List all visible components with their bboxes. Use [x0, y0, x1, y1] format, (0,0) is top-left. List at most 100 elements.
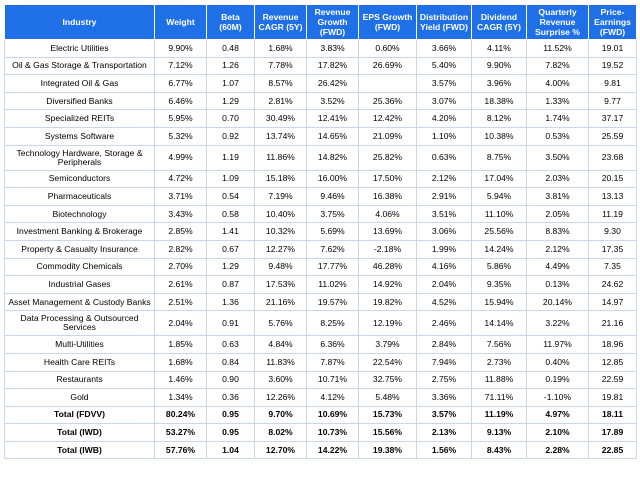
cell-dividend-cagr: 9.90%	[471, 56, 527, 76]
cell-distribution-yield: 1.56%	[416, 440, 472, 460]
cell-beta: 1.09	[206, 169, 255, 189]
cell-industry: Industrial Gases	[4, 275, 155, 294]
cell-revenue-cagr: 11.83%	[254, 352, 307, 372]
cell-revenue-cagr: 12.26%	[254, 388, 307, 407]
cell-price-earnings: 9.30	[588, 222, 637, 241]
cell-dividend-cagr: 11.10%	[471, 204, 527, 224]
cell-dividend-cagr: 2.73%	[471, 352, 527, 372]
cell-dividend-cagr: 18.38%	[471, 91, 527, 111]
cell-weight: 57.76%	[154, 440, 207, 460]
cell-revenue-cagr: 12.27%	[254, 239, 307, 259]
cell-revenue-growth: 14.82%	[306, 144, 359, 171]
cell-weight: 6.77%	[154, 74, 207, 93]
cell-distribution-yield: 3.57%	[416, 74, 472, 93]
cell-weight: 2.04%	[154, 310, 207, 337]
table-row: Multi-Utilities 1.85% 0.63 4.84% 6.36% 3.79% 2…	[4, 335, 637, 354]
table-row: Commodity Chemicals 2.70% 1.29 9.48% 17.77% 4…	[4, 257, 637, 277]
cell-price-earnings: 17.89	[588, 423, 637, 442]
cell-eps-growth: 12.42%	[358, 109, 417, 128]
cell-distribution-yield: 1.99%	[416, 239, 472, 259]
cell-revenue-surprise: 4.00%	[526, 74, 589, 93]
header-row: Industry Weight Beta (60M) Revenue CAGR …	[4, 4, 637, 40]
header-distribution-yield: Distribution Yield (FWD)	[416, 4, 472, 40]
cell-revenue-cagr: 8.57%	[254, 74, 307, 93]
cell-industry: Diversified Banks	[4, 91, 155, 111]
cell-weight: 5.32%	[154, 126, 207, 146]
cell-beta: 1.36	[206, 292, 255, 312]
cell-distribution-yield: 2.04%	[416, 275, 472, 294]
cell-revenue-cagr: 11.86%	[254, 144, 307, 171]
table-row: Oil & Gas Storage & Transportation 7.12% 1…	[4, 56, 637, 76]
cell-eps-growth: 21.09%	[358, 126, 417, 146]
cell-price-earnings: 19.01	[588, 39, 637, 58]
cell-revenue-growth: 11.02%	[306, 275, 359, 294]
cell-dividend-cagr: 17.04%	[471, 169, 527, 189]
cell-dividend-cagr: 71.11%	[471, 388, 527, 407]
cell-revenue-cagr: 10.40%	[254, 204, 307, 224]
header-revenue-growth: Revenue Growth (FWD)	[306, 4, 359, 40]
header-weight: Weight	[154, 4, 207, 40]
table-row: Gold 1.34% 0.36 12.26% 4.12% 5.48% 3.36% 71.11%…	[4, 388, 637, 407]
total-row: Total (IWD) 53.27% 0.95 8.02% 10.73% 15.56% 2.…	[4, 423, 637, 442]
table-row: Electric Utilities 9.90% 0.48 1.68% 3.83% 0.6…	[4, 39, 637, 58]
cell-revenue-growth: 26.42%	[306, 74, 359, 93]
cell-revenue-growth: 7.87%	[306, 352, 359, 372]
cell-weight: 3.71%	[154, 187, 207, 206]
industry-table-container: Industry Weight Beta (60M) Revenue CAGR …	[4, 4, 637, 460]
cell-distribution-yield: 3.66%	[416, 39, 472, 58]
cell-revenue-cagr: 7.78%	[254, 56, 307, 76]
cell-revenue-surprise: 2.10%	[526, 423, 589, 442]
cell-eps-growth: 13.69%	[358, 222, 417, 241]
cell-weight: 5.95%	[154, 109, 207, 128]
cell-dividend-cagr: 4.11%	[471, 39, 527, 58]
header-revenue-cagr: Revenue CAGR (5Y)	[254, 4, 307, 40]
header-beta: Beta (60M)	[206, 4, 255, 40]
cell-beta: 0.48	[206, 39, 255, 58]
cell-industry: Total (IWD)	[4, 423, 155, 442]
cell-revenue-cagr: 7.19%	[254, 187, 307, 206]
cell-eps-growth: 4.06%	[358, 204, 417, 224]
cell-eps-growth: 3.79%	[358, 335, 417, 354]
cell-revenue-cagr: 5.76%	[254, 310, 307, 337]
table-row: Technology Hardware, Storage & Periphera…	[4, 144, 637, 171]
cell-distribution-yield: 4.16%	[416, 257, 472, 277]
cell-price-earnings: 18.96	[588, 335, 637, 354]
cell-industry: Health Care REITs	[4, 352, 155, 372]
cell-industry: Investment Banking & Brokerage	[4, 222, 155, 241]
table-row: Investment Banking & Brokerage 2.85% 1.41 1…	[4, 222, 637, 241]
cell-price-earnings: 25.59	[588, 126, 637, 146]
cell-revenue-growth: 3.75%	[306, 204, 359, 224]
cell-beta: 0.87	[206, 275, 255, 294]
cell-industry: Gold	[4, 388, 155, 407]
cell-eps-growth: 46.28%	[358, 257, 417, 277]
cell-price-earnings: 23.68	[588, 144, 637, 171]
cell-distribution-yield: 3.51%	[416, 204, 472, 224]
cell-beta: 1.26	[206, 56, 255, 76]
cell-dividend-cagr: 8.12%	[471, 109, 527, 128]
cell-price-earnings: 9.77	[588, 91, 637, 111]
cell-weight: 2.51%	[154, 292, 207, 312]
cell-eps-growth: 19.82%	[358, 292, 417, 312]
cell-distribution-yield: 2.91%	[416, 187, 472, 206]
cell-eps-growth: 17.50%	[358, 169, 417, 189]
cell-revenue-surprise: 4.97%	[526, 405, 589, 425]
cell-beta: 0.63	[206, 335, 255, 354]
cell-revenue-cagr: 1.68%	[254, 39, 307, 58]
cell-eps-growth: 25.82%	[358, 144, 417, 171]
cell-dividend-cagr: 11.88%	[471, 370, 527, 390]
cell-revenue-surprise: 2.03%	[526, 169, 589, 189]
cell-revenue-surprise: 1.74%	[526, 109, 589, 128]
cell-revenue-cagr: 21.16%	[254, 292, 307, 312]
table-row: Industrial Gases 2.61% 0.87 17.53% 11.02% 14.…	[4, 275, 637, 294]
cell-distribution-yield: 2.75%	[416, 370, 472, 390]
cell-distribution-yield: 5.40%	[416, 56, 472, 76]
cell-revenue-growth: 3.83%	[306, 39, 359, 58]
total-row: Total (FDVV) 80.24% 0.95 9.70% 10.69% 15.73% 3…	[4, 405, 637, 425]
table-row: Health Care REITs 1.68% 0.84 11.83% 7.87% 22.…	[4, 352, 637, 372]
table-row: Pharmaceuticals 3.71% 0.54 7.19% 9.46% 16.38%…	[4, 187, 637, 206]
cell-revenue-cagr: 13.74%	[254, 126, 307, 146]
cell-dividend-cagr: 15.94%	[471, 292, 527, 312]
cell-weight: 2.82%	[154, 239, 207, 259]
table-row: Property & Casualty Insurance 2.82% 0.67 12…	[4, 239, 637, 259]
cell-weight: 1.46%	[154, 370, 207, 390]
